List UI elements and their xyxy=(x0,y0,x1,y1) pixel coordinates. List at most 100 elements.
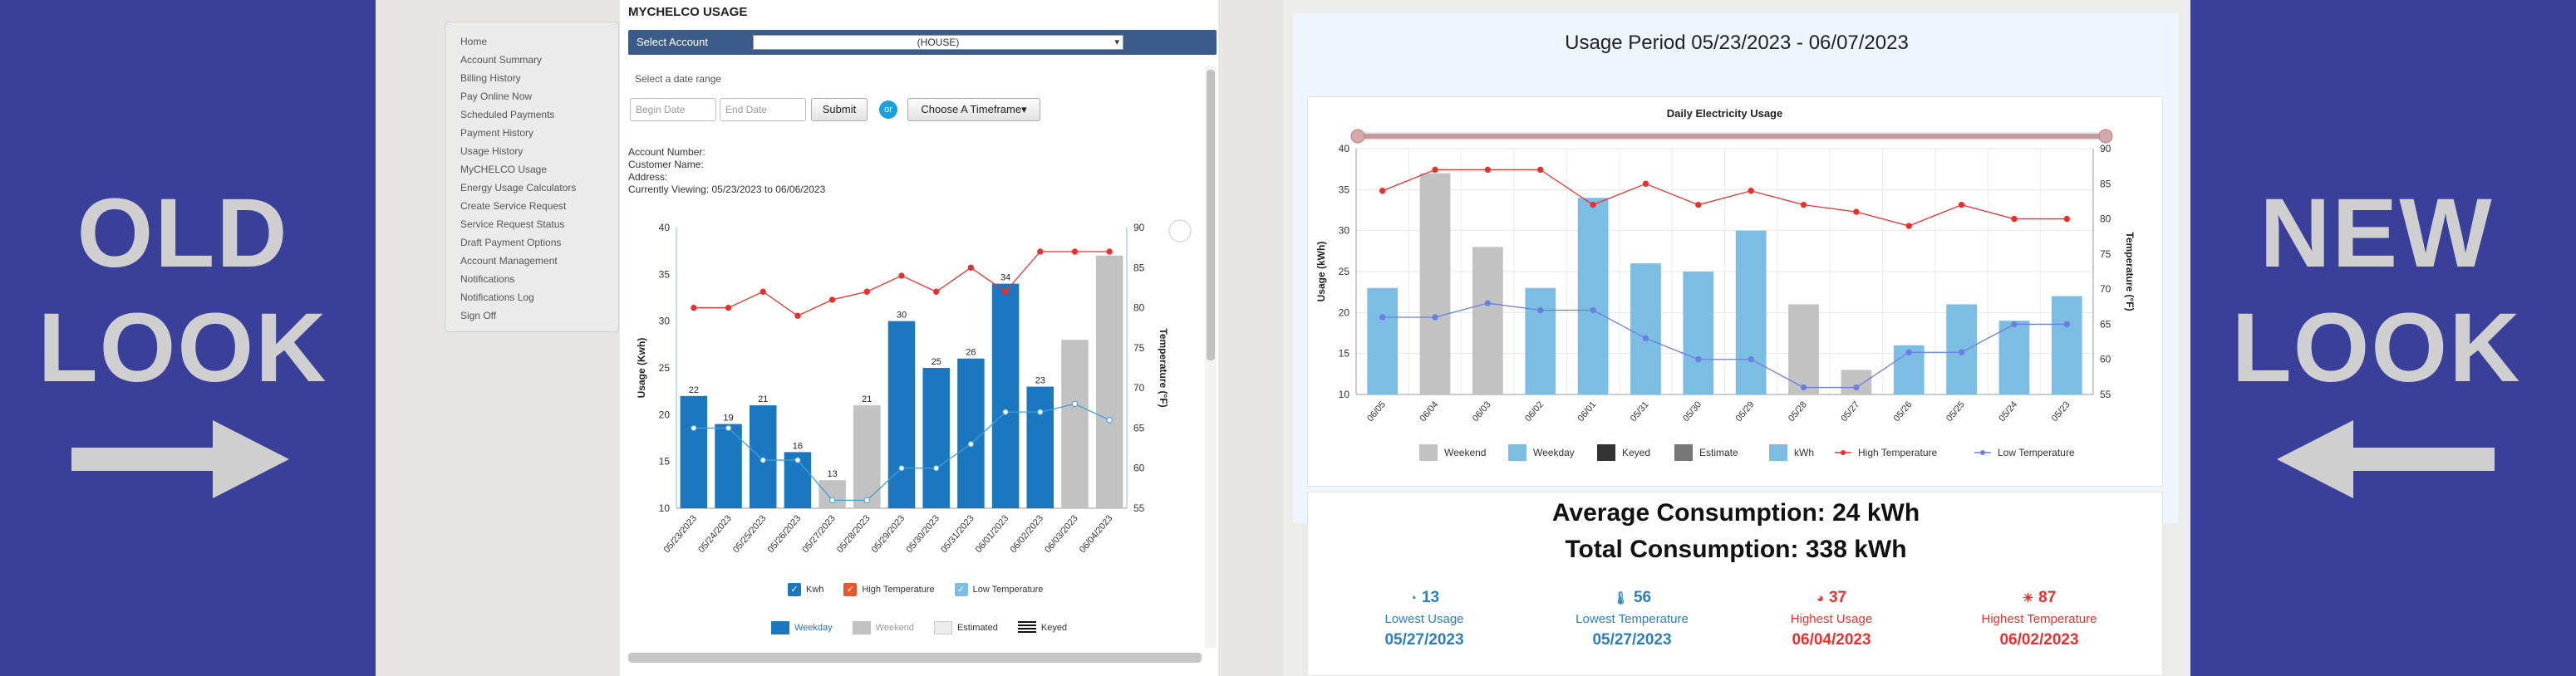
usage-bar xyxy=(1630,263,1661,394)
x-tick-label: 06/03/2023 xyxy=(1043,513,1080,555)
sidebar-item-draft-payment[interactable]: Draft Payment Options xyxy=(460,237,562,248)
sidebar-item-notifications-log[interactable]: Notifications Log xyxy=(460,291,534,303)
usage-bar xyxy=(1998,321,2030,394)
low-temp-point xyxy=(1695,356,1702,363)
legend-high-temp[interactable]: ✓ High Temperature xyxy=(843,583,935,596)
legend-dot-high xyxy=(1841,450,1846,455)
legend-label-kwh: kWh xyxy=(1794,447,1814,458)
usage-bar xyxy=(922,368,950,508)
low-temp-point xyxy=(760,457,766,463)
legend-weekend-label: Weekend xyxy=(875,623,914,633)
usage-bar xyxy=(680,395,708,508)
high-temp-point xyxy=(1379,188,1386,194)
y2-tick-label: 60 xyxy=(2100,354,2111,365)
range-slider-fill xyxy=(1358,134,2106,139)
high-temp-point xyxy=(1106,248,1113,255)
y2-tick-label: 90 xyxy=(1133,222,1145,233)
low-temp-point xyxy=(828,497,836,504)
account-select[interactable]: (HOUSE) ▾ xyxy=(753,35,1123,50)
legend-low-label: Low Temperature xyxy=(972,585,1044,595)
x-tick-label: 06/02 xyxy=(1523,399,1546,424)
sidebar-item-account-summary[interactable]: Account Summary xyxy=(460,54,543,66)
usage-bar xyxy=(887,321,916,508)
usage-bar xyxy=(1577,198,1609,394)
usage-bar xyxy=(2051,296,2082,394)
legend-low-temp[interactable]: ✓ Low Temperature xyxy=(954,583,1044,596)
bar-value-label: 21 xyxy=(758,394,768,404)
high-temp-point xyxy=(1537,166,1544,174)
sidebar-item-pay-online[interactable]: Pay Online Now xyxy=(460,91,533,102)
sidebar-item-notifications[interactable]: Notifications xyxy=(460,273,515,285)
sidebar-item-create-service-request[interactable]: Create Service Request xyxy=(460,200,567,212)
highest-temp-value: 87 xyxy=(2038,589,2057,606)
x-tick-label: 05/29/2023 xyxy=(870,513,907,555)
end-date-input[interactable]: End Date xyxy=(720,98,806,121)
date-range-hint: Select a date range xyxy=(635,73,722,85)
y-tick-label: 10 xyxy=(1339,389,1350,400)
bar-value-label: 19 xyxy=(723,414,733,424)
estimated-swatch xyxy=(933,621,952,634)
checkbox-icon: ✓ xyxy=(954,583,968,596)
low-temp-point xyxy=(1853,384,1860,391)
sidebar-item-sign-off[interactable]: Sign Off xyxy=(460,310,497,321)
low-temp-point xyxy=(863,497,871,504)
highest-temp-label: Highest Temperature xyxy=(1981,612,2097,626)
stat-lowest-usage: ◔ 13 Lowest Usage 05/27/2023 xyxy=(1325,589,1524,649)
usage-bar xyxy=(1841,370,1872,394)
x-tick-label: 05/26/2023 xyxy=(766,513,804,555)
sidebar-item-billing-history[interactable]: Billing History xyxy=(460,72,521,84)
bar-value-label: 21 xyxy=(862,394,872,404)
bar-value-label: 26 xyxy=(966,348,976,358)
sidebar-item-energy-calculators[interactable]: Energy Usage Calculators xyxy=(460,182,577,193)
usage-bar xyxy=(749,405,777,508)
legend-label-weekend: Weekend xyxy=(1444,447,1486,458)
sidebar-item-service-request-status[interactable]: Service Request Status xyxy=(460,218,565,230)
new-look-word: LOOK xyxy=(2231,293,2522,403)
usage-bar xyxy=(1095,255,1123,508)
sidebar-item-scheduled-payments[interactable]: Scheduled Payments xyxy=(460,109,555,120)
y-tick-label: 15 xyxy=(1339,348,1350,360)
customer-name-label: Customer Name: xyxy=(628,159,704,170)
account-info: Account Number: Customer Name: Address: … xyxy=(628,146,825,196)
high-temp-point xyxy=(1002,288,1009,295)
sidebar-item-mychelco-usage[interactable]: MyCHELCO Usage xyxy=(460,164,548,175)
highest-usage-label: Highest Usage xyxy=(1790,612,1873,626)
submit-button[interactable]: Submit xyxy=(811,98,868,121)
scrollbar-thumb[interactable] xyxy=(1207,70,1215,360)
high-temp-line xyxy=(1382,169,2067,227)
sidebar-item-payment-history[interactable]: Payment History xyxy=(460,127,534,139)
high-temp-point xyxy=(1071,248,1079,255)
legend-weekday: Weekday xyxy=(771,621,833,634)
usage-bar xyxy=(819,480,846,508)
low-temp-point xyxy=(967,441,975,448)
average-consumption: Average Consumption: 24 kWh xyxy=(1551,499,1920,527)
legend-estimated-label: Estimated xyxy=(956,623,998,633)
y2-tick-label: 70 xyxy=(1133,382,1145,394)
lowest-usage-label: Lowest Usage xyxy=(1384,612,1464,626)
y-tick-label: 40 xyxy=(1339,143,1350,154)
low-temp-point xyxy=(1800,384,1807,391)
x-tick-label: 05/28 xyxy=(1787,399,1809,424)
x-tick-label: 06/01 xyxy=(1576,399,1599,424)
legend-label-high: High Temperature xyxy=(1858,447,1937,458)
usage-bar xyxy=(1367,287,1399,394)
y2-tick-label: 75 xyxy=(2100,248,2111,260)
sidebar-item-usage-history[interactable]: Usage History xyxy=(460,145,524,157)
stat-highest-usage: ◕ 37 Highest Usage 06/04/2023 xyxy=(1732,589,1931,649)
x-tick-label: 05/31/2023 xyxy=(939,513,976,555)
lowest-temp-value: 56 xyxy=(1633,589,1652,606)
high-temp-point xyxy=(1748,188,1754,194)
legend-kwh[interactable]: ✓ Kwh xyxy=(788,583,823,596)
begin-date-input[interactable]: Begin Date xyxy=(630,98,716,121)
horizontal-scrollbar[interactable] xyxy=(628,653,1202,663)
low-temp-line xyxy=(1382,302,2067,389)
low-temp-point xyxy=(2011,321,2018,328)
sidebar-item-home[interactable]: Home xyxy=(460,36,488,47)
high-temp-point xyxy=(863,288,871,295)
x-tick-label: 05/28/2023 xyxy=(835,513,873,555)
choose-timeframe-button[interactable]: Choose A Timeframe▾ xyxy=(907,98,1040,121)
sidebar-item-account-management[interactable]: Account Management xyxy=(460,255,558,267)
high-temp-point xyxy=(691,304,697,311)
new-word: NEW xyxy=(2259,179,2494,288)
low-temp-point xyxy=(725,424,732,432)
